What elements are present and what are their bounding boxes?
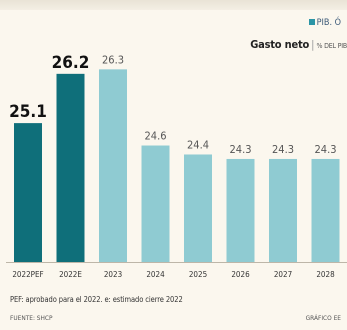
subtitle-separator: | [311, 38, 315, 51]
legend-label: PIB. Ó [316, 18, 341, 28]
legend-swatch [308, 19, 315, 25]
legend: PIB. Ó [308, 18, 341, 28]
subtitle-unit: % DEL PIB [316, 42, 347, 50]
data-label-2027: 24.3 [272, 143, 294, 156]
x-tick-2025: 2025 [189, 270, 207, 279]
bar-2022PEF [14, 123, 42, 263]
data-label-2028: 24.3 [314, 143, 336, 156]
data-label-2025: 24.4 [187, 138, 209, 151]
x-tick-2026: 2026 [231, 270, 250, 279]
x-tick-2028: 2028 [316, 270, 335, 279]
graphic-credit: GRÁFICO EE [305, 314, 341, 322]
data-label-2024: 24.6 [144, 130, 166, 143]
x-tick-2022PEF: 2022PEF [12, 270, 43, 279]
x-tick-2023: 2023 [104, 270, 122, 279]
bar-2024 [141, 145, 170, 262]
source-note: FUENTE: SHCP [10, 314, 53, 322]
bar-2022E [56, 73, 85, 262]
data-label-2026: 24.3 [229, 143, 251, 156]
data-label-2022E: 26.2 [52, 53, 90, 73]
x-tick-2027: 2027 [274, 270, 292, 279]
data-label-2023: 26.3 [102, 53, 124, 66]
bar-2023 [99, 69, 127, 262]
title-strip [0, 0, 347, 10]
bar-2028 [311, 158, 340, 262]
subtitle-text: Gasto neto [250, 38, 310, 51]
footnote: PEF: aprobado para el 2022. e: estimado … [10, 295, 183, 304]
bar-2027 [269, 158, 297, 262]
data-label-2022PEF: 25.1 [9, 102, 47, 122]
chart-subtitle: Gasto neto |% DEL PIB [250, 38, 347, 51]
bar-2026 [226, 158, 255, 262]
x-tick-2022E: 2022E [59, 270, 82, 279]
bar-2025 [184, 154, 212, 262]
x-tick-2024: 2024 [146, 270, 165, 279]
